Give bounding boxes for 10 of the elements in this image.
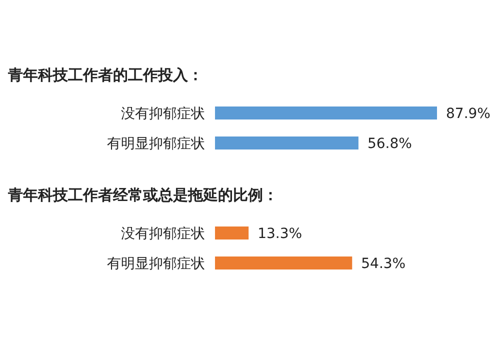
chart-title: 青年科技工作者经常或总是拖延的比例： [7, 186, 278, 204]
data-label: 13.3% [258, 226, 302, 242]
data-label: 54.3% [361, 256, 406, 272]
data-label: 56.8% [367, 136, 412, 152]
data-label: 87.9% [446, 106, 490, 122]
y-tick-label: 有明显抑郁症状 [107, 256, 205, 272]
y-tick-label: 有明显抑郁症状 [107, 136, 205, 152]
y-tick-label: 没有抑郁症状 [121, 226, 205, 242]
y-tick-label: 没有抑郁症状 [121, 106, 205, 122]
chart-title: 青年科技工作者的工作投入： [7, 66, 203, 84]
